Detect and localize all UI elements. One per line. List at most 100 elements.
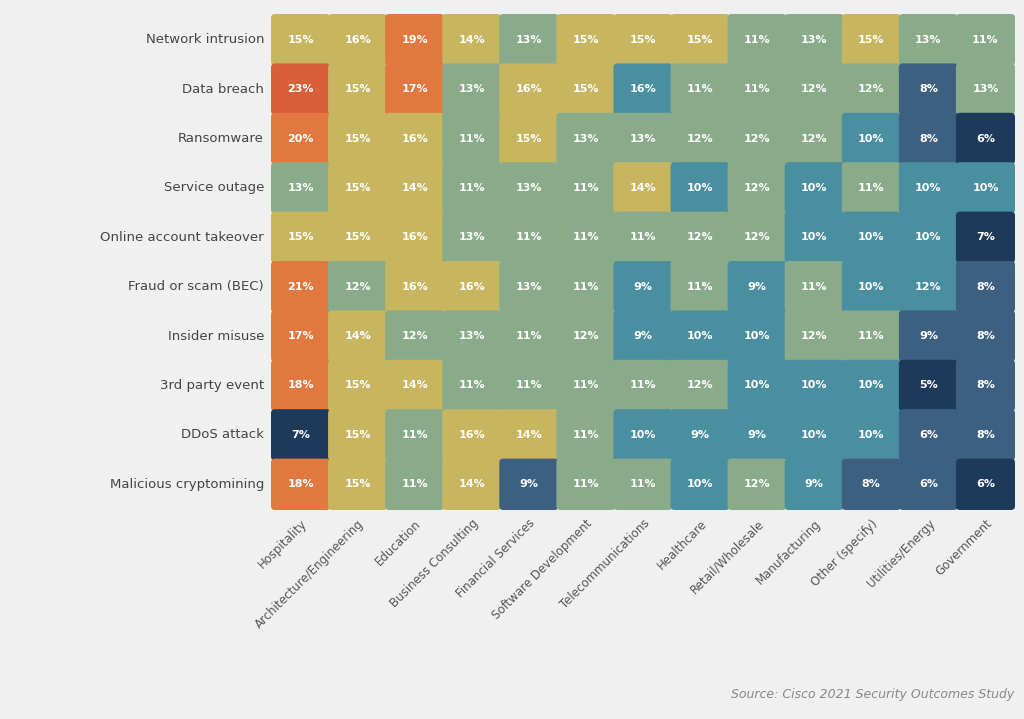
- Text: 13%: 13%: [459, 331, 485, 341]
- FancyBboxPatch shape: [556, 261, 615, 312]
- Text: 11%: 11%: [572, 430, 599, 440]
- FancyBboxPatch shape: [728, 113, 786, 164]
- FancyBboxPatch shape: [842, 261, 901, 312]
- FancyBboxPatch shape: [671, 459, 730, 510]
- Text: Manufacturing: Manufacturing: [754, 517, 823, 587]
- Text: 13%: 13%: [459, 84, 485, 94]
- Text: 15%: 15%: [344, 430, 371, 440]
- Text: 8%: 8%: [976, 380, 995, 390]
- Text: Insider misuse: Insider misuse: [168, 329, 264, 342]
- FancyBboxPatch shape: [328, 409, 387, 461]
- Text: 6%: 6%: [976, 134, 995, 144]
- FancyBboxPatch shape: [500, 14, 558, 65]
- Text: 12%: 12%: [801, 84, 827, 94]
- FancyBboxPatch shape: [671, 360, 730, 411]
- FancyBboxPatch shape: [442, 261, 502, 312]
- FancyBboxPatch shape: [899, 63, 957, 115]
- FancyBboxPatch shape: [556, 409, 615, 461]
- Text: 10%: 10%: [858, 134, 885, 144]
- FancyBboxPatch shape: [556, 360, 615, 411]
- Text: 8%: 8%: [919, 134, 938, 144]
- FancyBboxPatch shape: [556, 63, 615, 115]
- Text: 12%: 12%: [743, 480, 770, 490]
- Text: 10%: 10%: [687, 480, 714, 490]
- FancyBboxPatch shape: [500, 162, 558, 214]
- FancyBboxPatch shape: [956, 14, 1015, 65]
- Text: 15%: 15%: [572, 35, 599, 45]
- Text: 9%: 9%: [690, 430, 710, 440]
- Text: 15%: 15%: [344, 232, 371, 242]
- Text: 15%: 15%: [630, 35, 656, 45]
- FancyBboxPatch shape: [956, 459, 1015, 510]
- Text: 8%: 8%: [862, 480, 881, 490]
- Text: 11%: 11%: [743, 84, 770, 94]
- Text: Healthcare: Healthcare: [654, 517, 710, 572]
- Text: 16%: 16%: [515, 84, 543, 94]
- FancyBboxPatch shape: [956, 113, 1015, 164]
- Text: 16%: 16%: [401, 282, 428, 292]
- Text: 16%: 16%: [401, 134, 428, 144]
- Text: 16%: 16%: [344, 35, 371, 45]
- Text: 14%: 14%: [401, 183, 428, 193]
- FancyBboxPatch shape: [328, 360, 387, 411]
- FancyBboxPatch shape: [385, 409, 444, 461]
- Text: Business Consulting: Business Consulting: [388, 517, 481, 610]
- FancyBboxPatch shape: [842, 113, 901, 164]
- Text: 21%: 21%: [287, 282, 313, 292]
- Text: 11%: 11%: [572, 282, 599, 292]
- Text: 10%: 10%: [915, 232, 942, 242]
- Text: 15%: 15%: [687, 35, 714, 45]
- FancyBboxPatch shape: [613, 113, 673, 164]
- Text: 11%: 11%: [401, 430, 428, 440]
- FancyBboxPatch shape: [842, 360, 901, 411]
- FancyBboxPatch shape: [613, 211, 673, 263]
- FancyBboxPatch shape: [328, 113, 387, 164]
- Text: 15%: 15%: [344, 134, 371, 144]
- FancyBboxPatch shape: [271, 311, 330, 362]
- Text: 10%: 10%: [801, 380, 827, 390]
- Text: 10%: 10%: [743, 380, 770, 390]
- FancyBboxPatch shape: [271, 409, 330, 461]
- Text: 9%: 9%: [748, 430, 767, 440]
- FancyBboxPatch shape: [442, 14, 502, 65]
- Text: Architecture/Engineering: Architecture/Engineering: [253, 517, 367, 631]
- Text: 14%: 14%: [401, 380, 428, 390]
- FancyBboxPatch shape: [271, 211, 330, 263]
- FancyBboxPatch shape: [442, 360, 502, 411]
- Text: 13%: 13%: [572, 134, 599, 144]
- FancyBboxPatch shape: [385, 113, 444, 164]
- Text: 11%: 11%: [459, 380, 485, 390]
- FancyBboxPatch shape: [671, 409, 730, 461]
- Text: 14%: 14%: [630, 183, 656, 193]
- Text: 12%: 12%: [743, 183, 770, 193]
- FancyBboxPatch shape: [442, 63, 502, 115]
- Text: 11%: 11%: [515, 232, 542, 242]
- Text: Service outage: Service outage: [164, 181, 264, 194]
- Text: 20%: 20%: [288, 134, 313, 144]
- FancyBboxPatch shape: [556, 459, 615, 510]
- Text: 11%: 11%: [858, 331, 885, 341]
- FancyBboxPatch shape: [613, 63, 673, 115]
- Text: Retail/Wholesale: Retail/Wholesale: [687, 517, 766, 596]
- Text: 12%: 12%: [572, 331, 599, 341]
- FancyBboxPatch shape: [784, 360, 844, 411]
- FancyBboxPatch shape: [784, 14, 844, 65]
- FancyBboxPatch shape: [956, 162, 1015, 214]
- Text: 11%: 11%: [459, 183, 485, 193]
- FancyBboxPatch shape: [784, 211, 844, 263]
- Text: Government: Government: [933, 517, 994, 578]
- FancyBboxPatch shape: [500, 113, 558, 164]
- Text: Malicious cryptomining: Malicious cryptomining: [110, 478, 264, 491]
- FancyBboxPatch shape: [784, 162, 844, 214]
- FancyBboxPatch shape: [613, 162, 673, 214]
- FancyBboxPatch shape: [671, 162, 730, 214]
- FancyBboxPatch shape: [899, 113, 957, 164]
- Text: 12%: 12%: [743, 232, 770, 242]
- Text: 5%: 5%: [919, 380, 938, 390]
- Text: 15%: 15%: [344, 480, 371, 490]
- Text: 13%: 13%: [972, 84, 998, 94]
- FancyBboxPatch shape: [442, 311, 502, 362]
- FancyBboxPatch shape: [671, 63, 730, 115]
- FancyBboxPatch shape: [671, 113, 730, 164]
- FancyBboxPatch shape: [899, 261, 957, 312]
